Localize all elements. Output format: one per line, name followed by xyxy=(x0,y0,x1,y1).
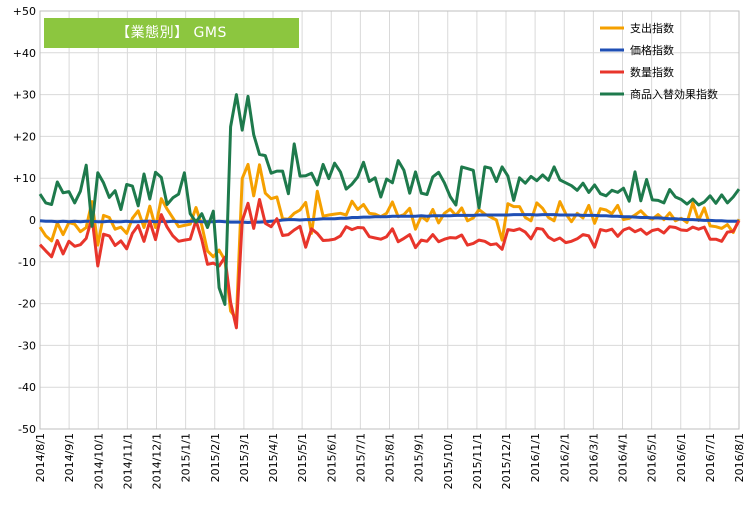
chart-title: 【業態別】 GMS xyxy=(44,18,299,48)
x-tick-label: 2015/6/1 xyxy=(325,433,338,482)
y-tick-label: +50 xyxy=(13,5,36,18)
x-tick-label: 2015/8/1 xyxy=(384,433,397,482)
x-tick-label: 2014/10/1 xyxy=(92,433,105,489)
x-tick-label: 2016/2/1 xyxy=(558,433,571,482)
x-tick-label: 2016/7/1 xyxy=(704,433,717,482)
y-tick-label: -30 xyxy=(18,339,36,352)
y-tick-label: -20 xyxy=(18,298,36,311)
x-tick-label: 2014/11/1 xyxy=(121,433,134,489)
x-tick-label: 2014/9/1 xyxy=(63,433,76,482)
y-axis-tick-labels: +50 +40 +30 +20 +10 0 -10 -20 -30 -40 -50 xyxy=(13,5,36,436)
legend-label: 支出指数 xyxy=(630,21,674,35)
legend-label: 数量指数 xyxy=(630,65,674,79)
series-line-2 xyxy=(39,213,739,224)
x-tick-label: 2015/9/1 xyxy=(413,433,426,482)
x-tick-label: 2016/4/1 xyxy=(617,433,630,482)
y-tick-label: -50 xyxy=(18,423,36,436)
x-tick-label: 2015/5/1 xyxy=(296,433,309,482)
x-tick-label: 2014/8/1 xyxy=(34,433,47,482)
x-tick-label: 2014/12/1 xyxy=(151,433,164,489)
legend-label: 価格指数 xyxy=(630,43,674,57)
legend-label: 商品入替効果指数 xyxy=(630,87,718,101)
x-tick-label: 2015/2/1 xyxy=(209,433,222,482)
x-tick-label: 2015/4/1 xyxy=(267,433,280,482)
y-tick-label: -10 xyxy=(18,256,36,269)
x-tick-label: 2016/1/1 xyxy=(529,433,542,482)
y-tick-label: 0 xyxy=(29,214,36,227)
y-tick-label: +40 xyxy=(13,47,36,60)
y-tick-label: +10 xyxy=(13,172,36,185)
x-tick-label: 2015/1/1 xyxy=(180,433,193,482)
y-tick-label: +20 xyxy=(13,130,36,143)
x-tick-label: 2015/7/1 xyxy=(354,433,367,482)
x-tick-label: 2015/12/1 xyxy=(500,433,513,489)
x-tick-label: 2016/3/1 xyxy=(587,433,600,482)
y-tick-label: +30 xyxy=(13,89,36,102)
x-tick-label: 2016/6/1 xyxy=(675,433,688,482)
x-tick-label: 2015/3/1 xyxy=(238,433,251,482)
x-tick-label: 2016/5/1 xyxy=(646,433,659,482)
x-tick-label: 2015/11/1 xyxy=(471,433,484,489)
series-line-3 xyxy=(38,198,741,330)
x-tick-label: 2015/10/1 xyxy=(442,433,455,489)
x-tick-label: 2016/8/1 xyxy=(733,433,744,482)
x-axis-tick-labels: 2014/8/1 2014/9/1 2014/10/1 2014/11/1 2014/1… xyxy=(34,433,744,489)
series-line-4 xyxy=(38,93,741,306)
series-lines xyxy=(38,93,741,330)
y-tick-label: -40 xyxy=(18,381,36,394)
